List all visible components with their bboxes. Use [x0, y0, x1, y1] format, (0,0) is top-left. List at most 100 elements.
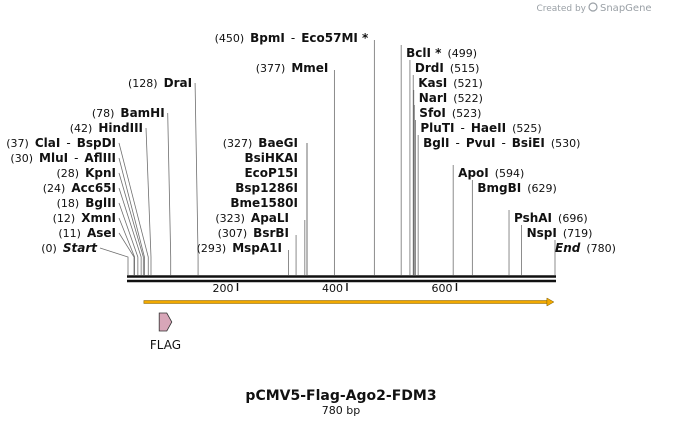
site-label[interactable]: (11) AseI [58, 226, 116, 240]
site-label-text[interactable]: BclI * (499) [406, 46, 477, 60]
site-label-text[interactable]: (78) BamHI [92, 106, 165, 120]
enzyme-name: ApaLI [251, 211, 289, 225]
enzyme-name: End [555, 241, 581, 255]
site-label[interactable]: (28) KpnI [57, 166, 117, 180]
site-leader-line [118, 232, 135, 275]
site-label[interactable]: EcoP15I [244, 166, 298, 180]
site-label-text[interactable]: KasI (521) [418, 76, 483, 90]
site-label[interactable]: BclI * (499) [406, 46, 477, 60]
site-label[interactable]: (37) ClaI - BspDI [6, 136, 116, 150]
site-label[interactable]: (128) DraI [128, 76, 192, 90]
orf-body[interactable] [143, 300, 549, 304]
site-label-text[interactable]: (327) BaeGI [223, 136, 298, 150]
site-position: (37) [6, 137, 29, 150]
site-label-text[interactable]: PshAI (696) [514, 211, 588, 225]
ruler-tick-label: 600 [431, 282, 452, 295]
site-label[interactable]: (30) MluI - AflIII [10, 151, 116, 165]
site-label-text[interactable]: (24) Acc65I [43, 181, 116, 195]
site-label[interactable]: (450) BpmI - Eco57MI * [215, 31, 369, 45]
site-label-text[interactable]: (12) XmnI [53, 211, 116, 225]
site-label-text[interactable]: (37) ClaI - BspDI [6, 136, 116, 150]
snapgene-logo-icon [588, 2, 598, 12]
site-position: (128) [128, 77, 158, 90]
site-label[interactable]: (323) ApaLI [215, 211, 289, 225]
enzyme-name: PvuI [466, 136, 496, 150]
site-leader-line [145, 127, 152, 275]
site-label-text[interactable]: Bsp1286I [235, 181, 298, 195]
site-label[interactable]: BmgBI (629) [477, 181, 556, 195]
site-label-text[interactable]: PluTI - HaeII (525) [420, 121, 541, 135]
site-label[interactable]: Bsp1286I [235, 181, 298, 195]
site-label-text[interactable]: NarI (522) [419, 91, 483, 105]
site-label-text[interactable]: EcoP15I [244, 166, 298, 180]
site-label[interactable]: End (780) [555, 241, 616, 255]
site-label[interactable]: (0) Start [41, 241, 98, 255]
watermark-brand: SnapGene [600, 3, 652, 14]
site-label[interactable]: (24) Acc65I [43, 181, 116, 195]
site-label[interactable]: NarI (522) [419, 91, 483, 105]
site-label-text[interactable]: SfoI (523) [419, 106, 481, 120]
sequence-backbone [127, 275, 556, 283]
feature-flag-arrow[interactable] [158, 312, 173, 332]
plasmid-length: 780 bp [322, 404, 360, 417]
site-label-text[interactable]: (128) DraI [128, 76, 192, 90]
site-label-text[interactable]: (450) BpmI - Eco57MI * [215, 31, 369, 45]
site-label[interactable]: (327) BaeGI [223, 136, 298, 150]
site-label[interactable]: BglI - PvuI - BsiEI (530) [423, 136, 580, 150]
site-position: (530) [551, 137, 581, 150]
site-label-text[interactable]: End (780) [555, 241, 616, 255]
site-label[interactable]: (12) XmnI [53, 211, 116, 225]
enzyme-name: SfoI [419, 106, 446, 120]
site-label[interactable]: (377) MmeI [256, 61, 329, 75]
site-position: (0) [41, 242, 57, 255]
site-label[interactable]: ApoI (594) [458, 166, 524, 180]
site-position: (499) [447, 47, 477, 60]
orf-arrowhead[interactable] [546, 297, 555, 307]
site-label[interactable]: PshAI (696) [514, 211, 588, 225]
feature-flag-label: FLAG [150, 338, 181, 352]
enzyme-name: BclI * [406, 46, 442, 60]
site-position: (18) [57, 197, 80, 210]
site-label-text[interactable]: Bme1580I [230, 196, 298, 210]
enzyme-name: BsiHKAI [245, 151, 299, 165]
site-label[interactable]: (18) BglII [57, 196, 116, 210]
site-leader-line [118, 142, 149, 275]
site-label-text[interactable]: (307) BsrBI [218, 226, 289, 240]
enzyme-name: Acc65I [71, 181, 116, 195]
site-label-text[interactable]: DrdI (515) [415, 61, 480, 75]
site-label[interactable]: NspI (719) [527, 226, 593, 240]
site-label[interactable]: (78) BamHI [92, 106, 165, 120]
site-label-text[interactable]: (30) MluI - AflIII [10, 151, 116, 165]
site-label[interactable]: Bme1580I [230, 196, 298, 210]
site-leader-lines [99, 40, 556, 275]
site-label-text[interactable]: (0) Start [41, 241, 98, 255]
site-label-text[interactable]: (323) ApaLI [215, 211, 289, 225]
site-leader-line [118, 202, 139, 275]
site-label-text[interactable]: (28) KpnI [57, 166, 117, 180]
site-label-text[interactable]: ApoI (594) [458, 166, 524, 180]
site-label-text[interactable]: BglI - PvuI - BsiEI (530) [423, 136, 580, 150]
site-label[interactable]: (42) HindIII [70, 121, 143, 135]
site-label-text[interactable]: (293) MspA1I [197, 241, 282, 255]
site-label[interactable]: PluTI - HaeII (525) [420, 121, 541, 135]
site-label[interactable]: KasI (521) [418, 76, 483, 90]
site-label-text[interactable]: (18) BglII [57, 196, 116, 210]
site-label[interactable]: DrdI (515) [415, 61, 480, 75]
site-position: (11) [58, 227, 81, 240]
site-label[interactable]: (307) BsrBI [218, 226, 289, 240]
site-label-text[interactable]: (377) MmeI [256, 61, 329, 75]
ruler-tick-label: 400 [322, 282, 343, 295]
site-label[interactable]: BsiHKAI [245, 151, 299, 165]
site-label-text[interactable]: (42) HindIII [70, 121, 143, 135]
site-label[interactable]: (293) MspA1I [197, 241, 282, 255]
site-label-text[interactable]: BmgBI (629) [477, 181, 556, 195]
enzyme-name: MluI [39, 151, 68, 165]
site-label-text[interactable]: (11) AseI [58, 226, 116, 240]
site-position: (594) [495, 167, 525, 180]
orf-arrow[interactable] [143, 297, 555, 307]
feature-track[interactable]: FLAG [150, 312, 181, 352]
site-label-text[interactable]: BsiHKAI [245, 151, 299, 165]
site-label[interactable]: SfoI (523) [419, 106, 481, 120]
site-label-text[interactable]: NspI (719) [527, 226, 593, 240]
feature-flag[interactable]: FLAG [150, 312, 181, 352]
